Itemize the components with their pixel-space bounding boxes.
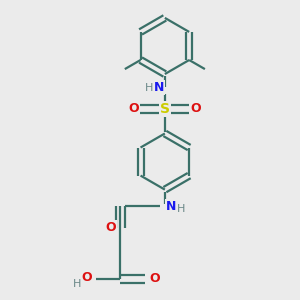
Text: H: H [177,204,186,214]
Text: N: N [166,200,176,213]
Text: H: H [145,83,153,93]
Text: O: O [129,102,140,115]
Text: O: O [105,221,116,234]
Text: S: S [160,102,170,116]
Text: N: N [154,81,164,94]
Text: H: H [73,279,81,289]
Text: O: O [150,272,160,285]
Text: O: O [81,271,92,284]
Text: O: O [190,102,201,115]
